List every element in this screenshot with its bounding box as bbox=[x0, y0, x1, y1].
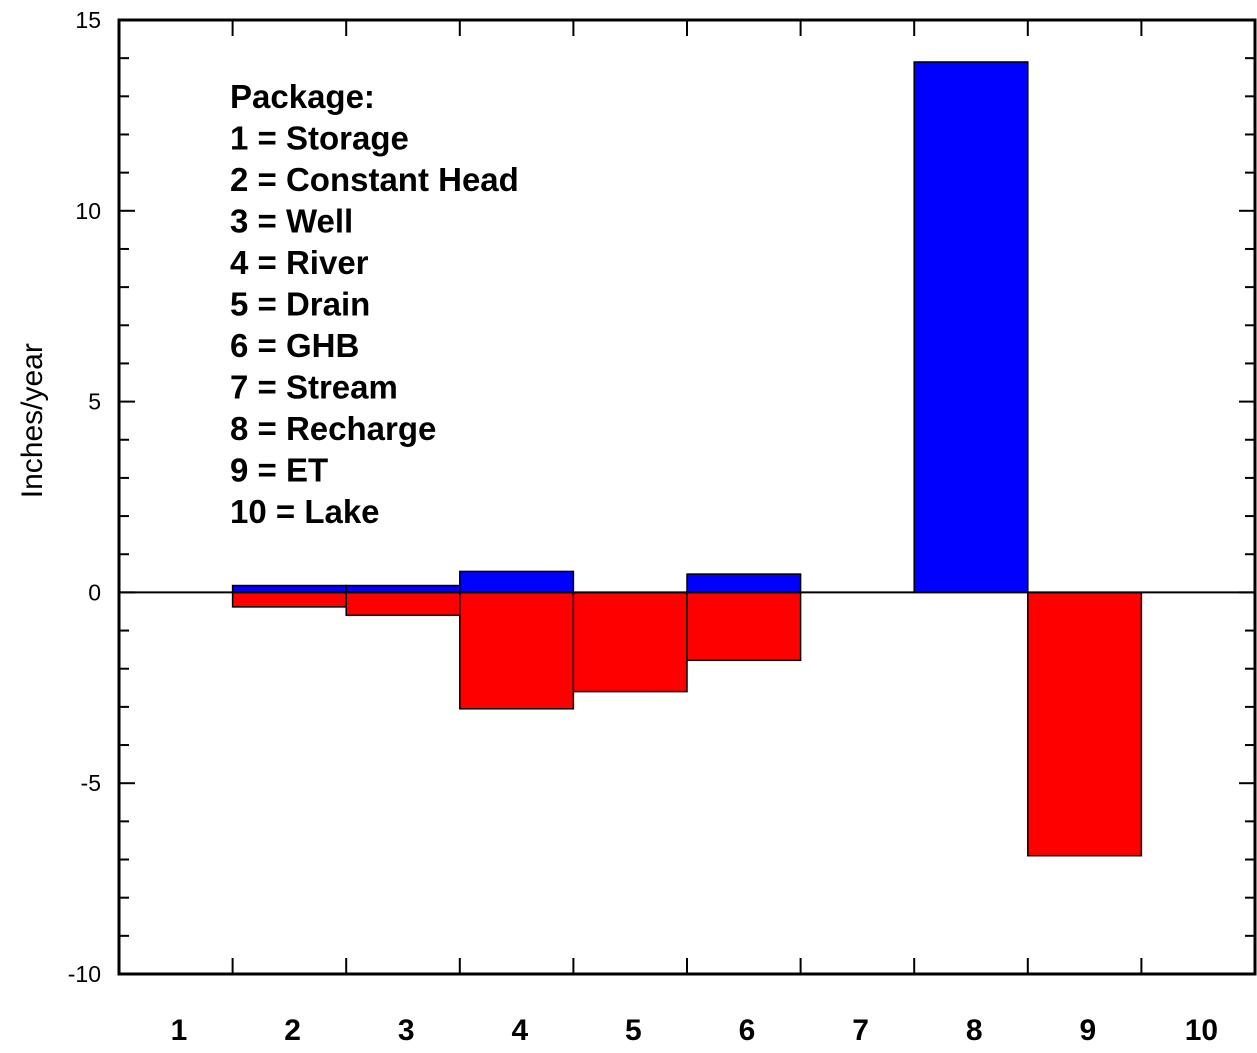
bar-series2-cat-4 bbox=[459, 591, 575, 710]
y-tick-label: -10 bbox=[68, 961, 101, 987]
legend-line: Package: bbox=[230, 78, 375, 115]
legend-line: 9 = ET bbox=[230, 452, 328, 489]
x-tick-labels: 1 2 3 4 5 6 7 8 9 10 bbox=[171, 1014, 1218, 1047]
x-tick-label: 3 bbox=[398, 1014, 415, 1047]
bar-series2-cat-9 bbox=[1027, 591, 1143, 857]
y-tick-label: 15 bbox=[75, 7, 101, 33]
y-tick-label: 0 bbox=[88, 579, 101, 605]
y-tick-label: -5 bbox=[81, 770, 101, 796]
legend-line: 7 = Stream bbox=[230, 369, 398, 406]
y-tick-labels: -10 -5 0 5 10 15 bbox=[68, 7, 101, 987]
y-tick-label: 10 bbox=[75, 198, 101, 224]
y-axis-title: Inches/year bbox=[16, 343, 49, 498]
legend-line: 6 = GHB bbox=[230, 327, 359, 364]
plot-frame bbox=[117, 18, 1257, 976]
bar-series2-cat-5 bbox=[572, 591, 688, 693]
bar-series1-cat-3 bbox=[345, 584, 461, 594]
bar-series1-cat-8 bbox=[913, 61, 1029, 594]
bar-series1-cat-6 bbox=[686, 573, 802, 594]
bar-series1-cat-4 bbox=[459, 570, 575, 594]
x-tick-label: 9 bbox=[1079, 1014, 1096, 1047]
legend-line: 3 = Well bbox=[230, 203, 353, 240]
x-tick-label: 10 bbox=[1185, 1014, 1218, 1047]
x-tick-label: 7 bbox=[852, 1014, 869, 1047]
x-tick-label: 2 bbox=[284, 1014, 301, 1047]
legend-line: 4 = River bbox=[230, 244, 369, 281]
y-tick-label: 5 bbox=[88, 389, 101, 415]
bar-series2-cat-6 bbox=[686, 591, 802, 662]
legend-line: 1 = Storage bbox=[230, 120, 409, 157]
bar-series2-cat-2 bbox=[231, 591, 347, 608]
legend-line: 2 = Constant Head bbox=[230, 161, 519, 198]
package-legend: Package: 1 = Storage 2 = Constant Head 3 = … bbox=[230, 78, 519, 530]
x-tick-label: 6 bbox=[739, 1014, 756, 1047]
x-tick-label: 8 bbox=[966, 1014, 983, 1047]
x-tick-label: 1 bbox=[171, 1014, 188, 1047]
x-tick-label: 4 bbox=[511, 1014, 528, 1047]
legend-line: 8 = Recharge bbox=[230, 410, 436, 447]
bar-series2-cat-3 bbox=[345, 591, 461, 617]
bar-series1-cat-2 bbox=[231, 584, 347, 594]
x-tick-label: 5 bbox=[625, 1014, 642, 1047]
legend-line: 10 = Lake bbox=[230, 493, 380, 530]
legend-line: 5 = Drain bbox=[230, 286, 370, 323]
